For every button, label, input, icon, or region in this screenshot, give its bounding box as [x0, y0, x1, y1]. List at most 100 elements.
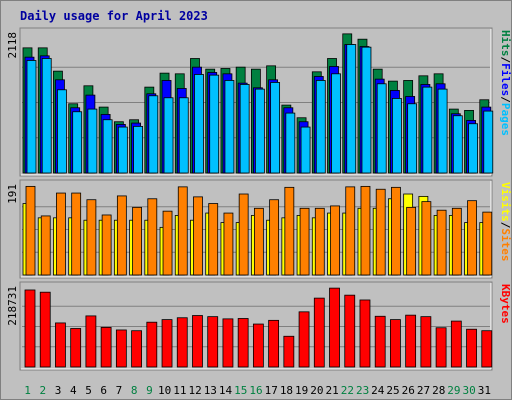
pages-bar — [41, 58, 52, 174]
sites-bar — [406, 206, 417, 276]
sites-bar — [482, 211, 493, 276]
x-tick-label: 2 — [40, 384, 47, 397]
x-tick-label: 22 — [341, 384, 354, 397]
pages-bar — [315, 80, 326, 174]
pages-bar — [361, 46, 372, 174]
pages-bar — [468, 123, 478, 174]
x-tick-label: 6 — [100, 384, 107, 397]
kbytes-bar — [161, 319, 173, 368]
hits-panel-ymax-label: 2118 — [6, 32, 19, 59]
sites-bar — [360, 185, 371, 276]
kbytes-bar — [405, 314, 417, 368]
kbytes-bar — [313, 297, 325, 368]
sites-bar — [223, 212, 234, 276]
pages-bar — [452, 115, 463, 174]
x-tick-label: 27 — [417, 384, 430, 397]
x-tick-label: 31 — [478, 384, 491, 397]
x-tick-label: 10 — [158, 384, 171, 397]
pages-bar — [57, 89, 67, 174]
legend-separator: / — [499, 96, 512, 103]
kbytes-bar — [100, 326, 112, 368]
pages-bar — [72, 111, 83, 174]
kbytes-bar — [39, 291, 51, 368]
legend-kbytes: KBytes — [499, 284, 512, 324]
kbytes-bar — [131, 330, 142, 368]
sites-bar — [467, 200, 477, 276]
kbytes-bar — [24, 289, 36, 368]
kbytes-bar — [70, 328, 82, 368]
kbytes-bar — [329, 287, 340, 368]
pages-bar — [209, 74, 220, 174]
sites-bar — [330, 205, 340, 276]
kbytes-bar — [374, 315, 386, 368]
kbytes-bar — [146, 321, 158, 368]
legend-visits: Visits — [499, 182, 512, 222]
sites-bar — [25, 185, 36, 276]
x-tick-label: 16 — [249, 384, 262, 397]
pages-bar — [133, 125, 143, 174]
x-tick-label: 23 — [356, 384, 369, 397]
x-tick-label: 28 — [432, 384, 445, 397]
kbytes-bar — [344, 294, 356, 368]
x-tick-label: 1 — [24, 384, 31, 397]
sites-bar — [451, 207, 462, 276]
hits-panel-legend: Hits/Files/Pages — [499, 30, 512, 136]
pages-bar — [346, 44, 357, 174]
x-tick-label: 4 — [70, 384, 77, 397]
x-tick-label: 14 — [219, 384, 233, 397]
legend-files: Files — [499, 63, 512, 96]
kbytes-panel-ymax-label: 218731 — [6, 286, 19, 326]
x-tick-label: 29 — [447, 384, 460, 397]
sites-bar — [284, 186, 295, 276]
legend-hits: Hits — [499, 30, 512, 57]
pages-bar — [483, 110, 494, 174]
x-tick-label: 18 — [280, 384, 293, 397]
kbytes-bar — [176, 317, 188, 368]
sites-bar — [253, 207, 264, 276]
x-tick-label: 11 — [173, 384, 186, 397]
kbytes-bar — [222, 318, 234, 368]
x-tick-label: 26 — [402, 384, 415, 397]
sites-bar — [116, 195, 127, 276]
pages-bar — [300, 126, 311, 174]
kbytes-bar — [481, 330, 493, 368]
sites-bar — [147, 198, 158, 276]
pages-bar — [224, 80, 235, 174]
x-tick-label: 8 — [131, 384, 138, 397]
kbytes-bar — [207, 316, 219, 368]
pages-bar — [26, 60, 37, 174]
legend-pages: Pages — [499, 103, 512, 136]
kbytes-bar — [268, 319, 280, 368]
pages-bar — [285, 112, 296, 174]
kbytes-bar — [192, 315, 203, 368]
sites-bar — [208, 203, 219, 276]
sites-bar — [71, 192, 82, 276]
x-tick-label: 13 — [204, 384, 217, 397]
pages-bar — [437, 88, 448, 174]
legend-separator: / — [499, 222, 512, 229]
sites-bar — [299, 207, 310, 276]
x-tick-label: 30 — [463, 384, 476, 397]
sites-panel-legend: Visits/Sites — [499, 182, 512, 262]
x-tick-label: 7 — [116, 384, 123, 397]
sites-bar — [269, 199, 280, 276]
kbytes-bar — [85, 315, 97, 368]
x-tick-label: 21 — [326, 384, 339, 397]
sites-bar — [86, 199, 97, 276]
pages-bar — [331, 73, 341, 174]
sites-bar — [436, 209, 447, 276]
legend-sites: Sites — [499, 228, 512, 261]
pages-bar — [270, 82, 281, 174]
sites-bar — [238, 193, 249, 276]
x-tick-label: 19 — [295, 384, 308, 397]
x-tick-label: 25 — [386, 384, 399, 397]
sites-bar — [40, 215, 51, 276]
pages-bar — [117, 126, 128, 174]
sites-bar — [421, 201, 432, 276]
sites-bar — [391, 186, 401, 276]
x-tick-label: 5 — [85, 384, 92, 397]
kbytes-bar — [115, 329, 127, 368]
pages-bar — [148, 95, 159, 174]
x-tick-label: 24 — [371, 384, 385, 397]
